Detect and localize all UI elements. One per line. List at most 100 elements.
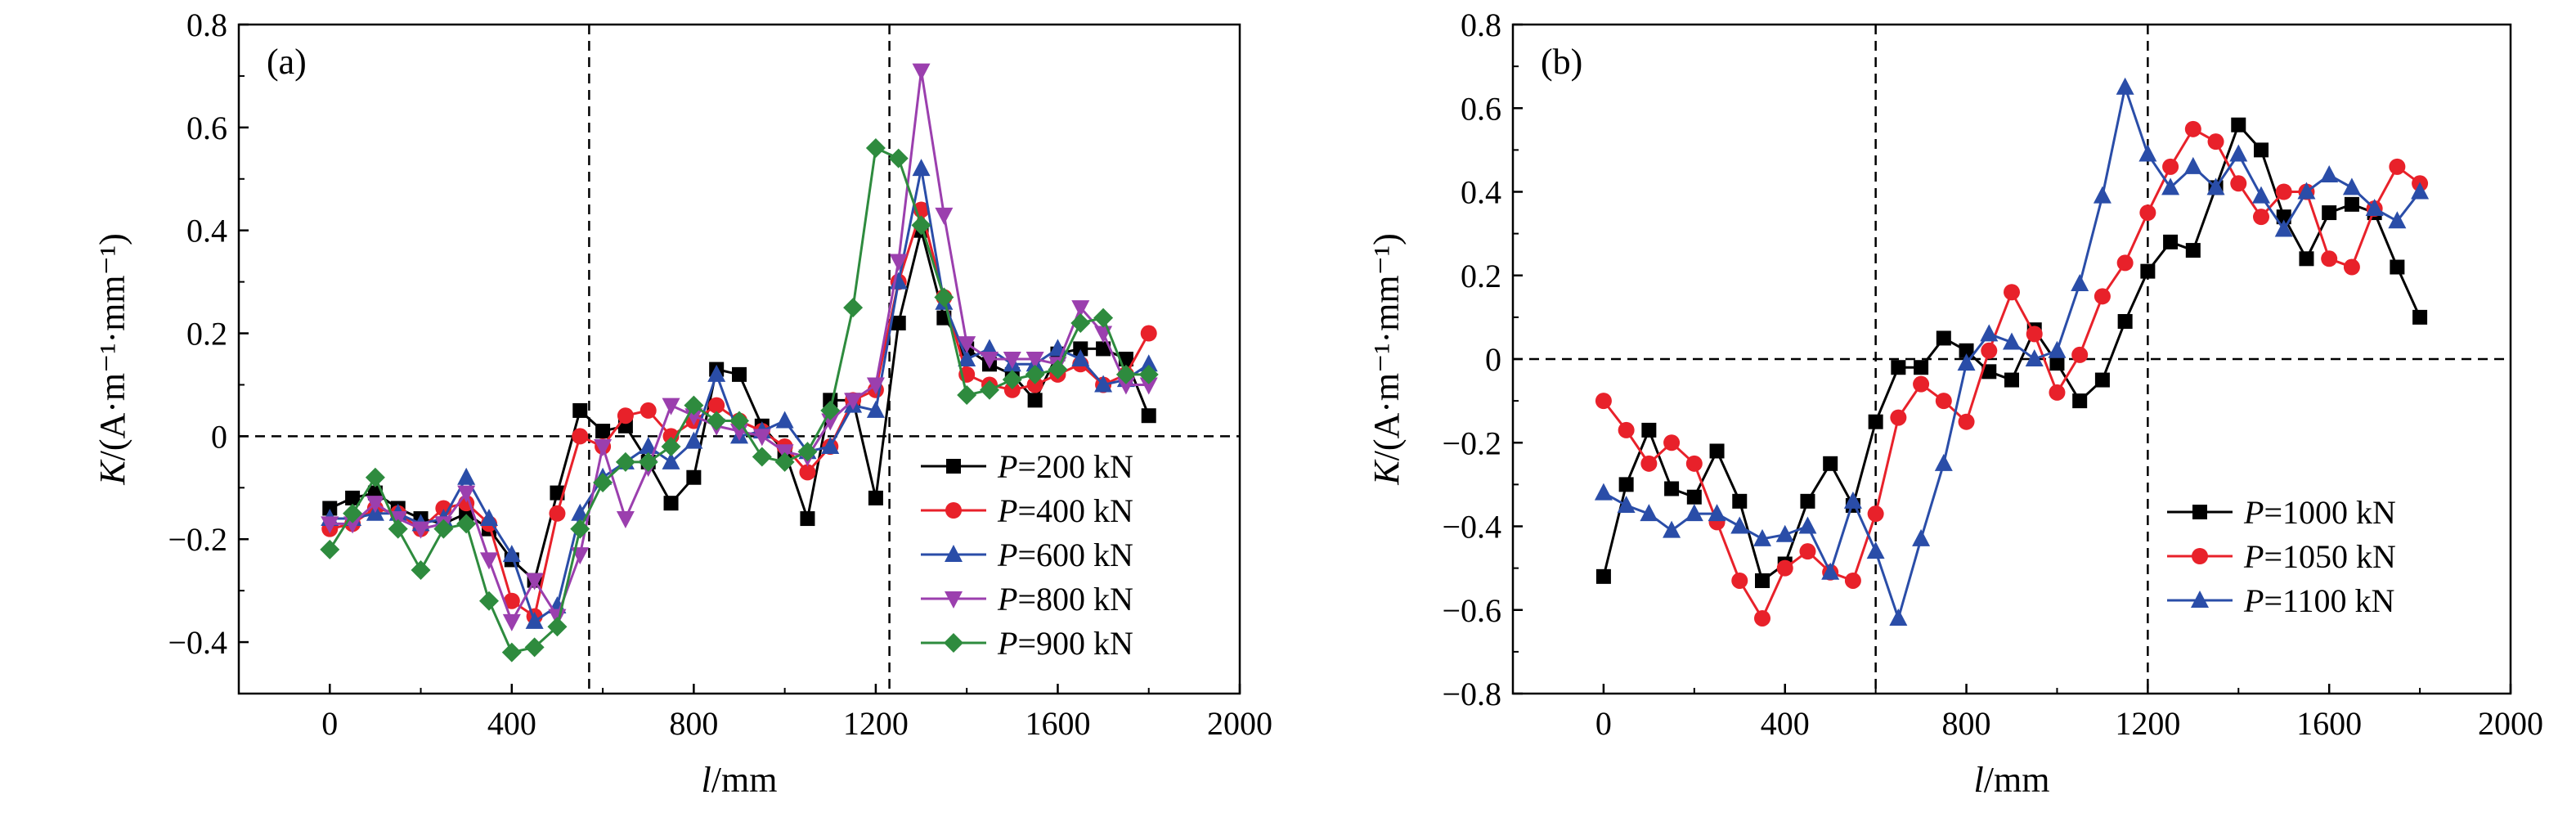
data-point xyxy=(1732,493,1748,509)
data-point xyxy=(411,559,431,580)
legend-marker xyxy=(945,502,962,519)
data-point xyxy=(2072,393,2088,409)
data-point xyxy=(2342,177,2361,195)
data-point xyxy=(570,519,590,539)
data-point xyxy=(1070,312,1091,333)
y-tick-label: 0.6 xyxy=(1461,90,1501,127)
data-point xyxy=(2390,259,2405,275)
plot-frame xyxy=(237,23,1241,695)
data-point xyxy=(593,473,613,493)
data-point xyxy=(2229,144,2248,162)
data-point xyxy=(2071,273,2089,291)
legend-marker xyxy=(945,591,963,609)
data-point xyxy=(843,298,864,318)
data-point xyxy=(1868,414,1883,429)
series-1 xyxy=(1595,120,2429,627)
data-point xyxy=(571,503,590,521)
data-point xyxy=(2116,254,2134,272)
x-tick-label: 800 xyxy=(1942,705,1991,742)
data-point xyxy=(1913,375,1930,393)
data-point xyxy=(2004,284,2020,301)
data-point xyxy=(2094,372,2110,388)
legend-marker xyxy=(946,459,961,474)
data-point xyxy=(821,436,840,454)
legend-marker xyxy=(945,545,963,562)
data-point xyxy=(479,591,499,611)
data-point xyxy=(2322,205,2337,221)
y-tick-label: −0.8 xyxy=(1442,676,1501,712)
y-tick-label: −0.6 xyxy=(1442,592,1501,629)
x-tick-label: 800 xyxy=(669,705,718,742)
data-point xyxy=(684,431,703,449)
data-point xyxy=(2049,356,2065,371)
series-3 xyxy=(321,63,1158,631)
data-point xyxy=(2320,165,2339,183)
data-point xyxy=(457,485,476,503)
data-point xyxy=(1116,377,1135,395)
legend-label: P=800 kN xyxy=(997,581,1133,618)
data-point xyxy=(752,447,772,467)
data-point xyxy=(2026,326,2043,343)
data-point xyxy=(662,451,680,469)
data-point xyxy=(797,442,818,462)
data-point xyxy=(1093,308,1114,328)
y-tick-label: 0 xyxy=(211,418,227,455)
data-point xyxy=(934,287,954,308)
data-point xyxy=(640,402,657,419)
x-axis-title: l/mm xyxy=(1974,760,2050,800)
data-point xyxy=(1959,343,1974,358)
y-tick-label: 0.2 xyxy=(186,316,227,353)
data-point xyxy=(1002,370,1022,390)
legend: P=200 kN P=400 kN P=600 kN P=800 kN P=900 kN xyxy=(913,442,1207,679)
data-point xyxy=(889,254,908,272)
data-point xyxy=(891,315,906,330)
legend-marker xyxy=(944,633,963,653)
data-point xyxy=(2411,182,2430,200)
data-point xyxy=(2276,209,2291,225)
data-point xyxy=(1914,360,1929,375)
data-point xyxy=(1936,330,1951,346)
data-point xyxy=(1664,481,1680,496)
data-point xyxy=(2163,234,2179,249)
data-point xyxy=(525,573,544,591)
data-point xyxy=(1798,516,1817,534)
data-point xyxy=(2274,219,2293,237)
data-point xyxy=(2321,250,2338,267)
data-point xyxy=(800,511,815,527)
chart-panel-b: 0 400 800 1200 1600 2000 −0.8 −0.6 −0.4 −0.2 0 0.2 0… xyxy=(1367,7,2543,800)
data-point xyxy=(729,411,749,431)
data-point xyxy=(1867,505,1884,523)
data-point xyxy=(1890,409,1907,426)
data-point xyxy=(1640,455,1658,472)
data-point xyxy=(1595,393,1612,410)
data-point xyxy=(935,207,954,225)
data-point xyxy=(1754,609,1770,627)
data-point xyxy=(1618,477,1634,492)
data-point xyxy=(411,521,430,539)
data-point xyxy=(2071,346,2089,363)
data-point xyxy=(775,411,794,429)
data-point xyxy=(2207,133,2224,150)
data-point xyxy=(616,511,635,529)
data-point xyxy=(1594,483,1613,501)
chart-panel-a: 0 400 800 1200 1600 2000 −0.4 −0.2 0 0.2 0.4 0.6 0.8… xyxy=(92,7,1272,800)
y-tick-label: 0.8 xyxy=(1461,7,1501,43)
data-point xyxy=(2297,182,2316,200)
data-point xyxy=(1730,516,1749,534)
data-point xyxy=(2004,372,2019,388)
data-point xyxy=(1003,352,1021,369)
data-point xyxy=(1141,408,1156,424)
data-point xyxy=(2183,156,2202,174)
data-point xyxy=(1026,376,1043,393)
legend-background xyxy=(913,442,1207,679)
data-point xyxy=(686,469,702,485)
panel-label: (b) xyxy=(1541,42,1582,82)
data-point xyxy=(1709,443,1725,459)
data-point xyxy=(1935,393,1952,410)
data-point xyxy=(1753,528,1771,546)
legend-label: P=200 kN xyxy=(997,448,1133,485)
panel-label: (a) xyxy=(267,42,307,82)
legend-label: P=900 kN xyxy=(997,625,1133,662)
data-point xyxy=(388,519,408,539)
data-point xyxy=(684,395,704,415)
